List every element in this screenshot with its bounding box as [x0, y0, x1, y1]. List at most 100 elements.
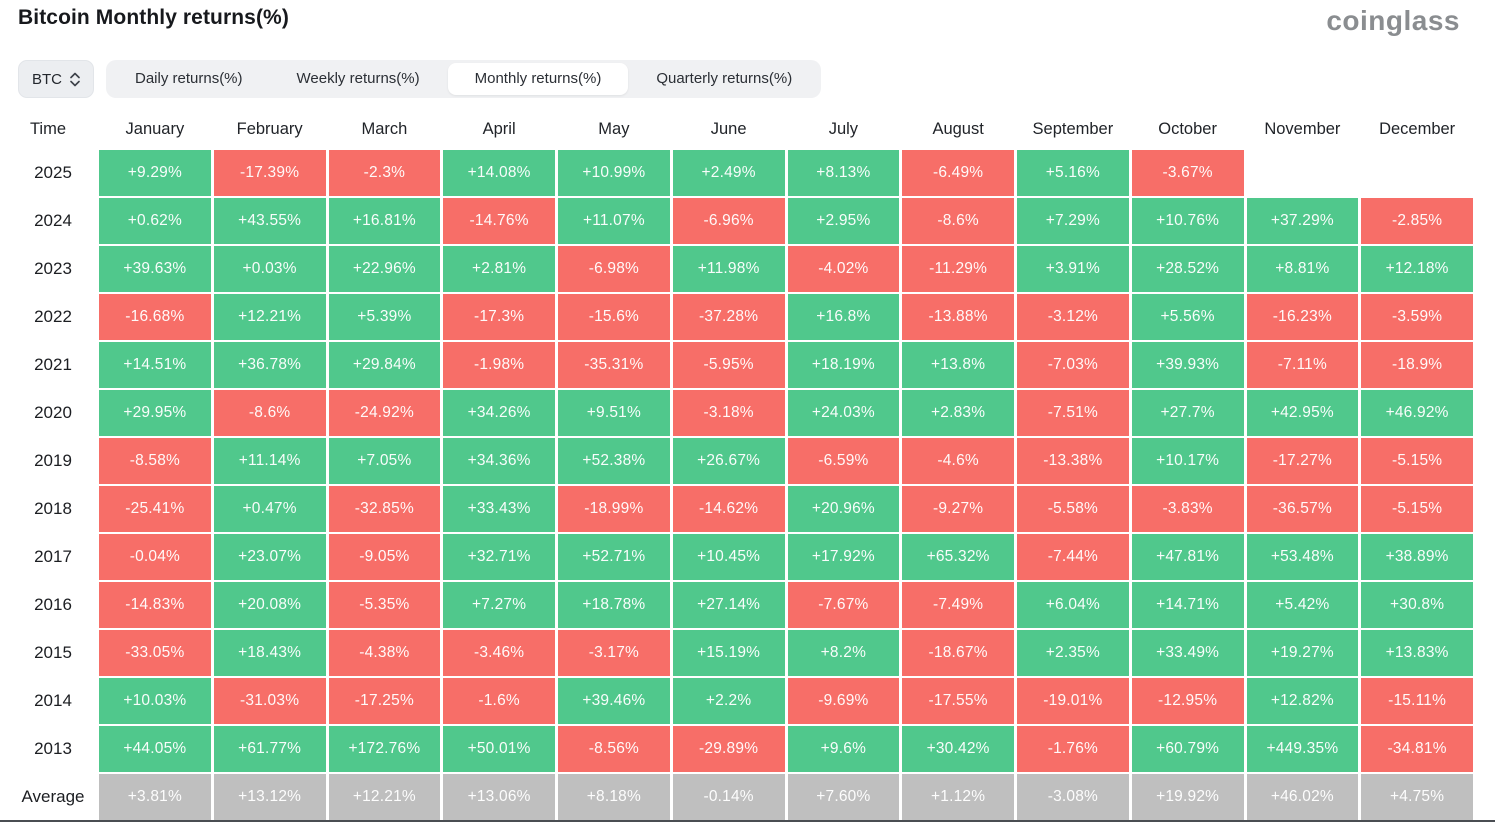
return-cell: +60.79% — [1131, 726, 1244, 772]
return-cell: +0.62% — [99, 198, 211, 244]
return-cell: +39.63% — [99, 246, 211, 292]
return-cell: -8.58% — [99, 438, 211, 484]
return-cell: -25.41% — [99, 486, 211, 532]
return-cell: +13.06% — [443, 774, 555, 820]
return-cell: +24.03% — [787, 390, 900, 436]
return-cell: +12.82% — [1246, 678, 1359, 724]
return-cell: +10.45% — [672, 534, 785, 580]
return-cell: -3.18% — [672, 390, 785, 436]
year-row-label: 2021 — [34, 355, 72, 374]
return-cell: -1.6% — [443, 678, 555, 724]
return-cell: -7.44% — [1017, 534, 1129, 580]
return-cell: -9.27% — [902, 486, 1014, 532]
return-cell: -37.28% — [672, 294, 785, 340]
return-cell: -3.12% — [1017, 294, 1129, 340]
return-cell: -17.27% — [1246, 438, 1359, 484]
empty-cell — [1247, 150, 1359, 196]
return-cell: +29.84% — [328, 342, 441, 388]
month-column-header: April — [482, 119, 516, 138]
return-cell: -0.04% — [99, 534, 211, 580]
return-cell: -5.15% — [1361, 438, 1473, 484]
year-row-label: 2017 — [34, 547, 72, 566]
return-cell: -3.46% — [443, 630, 555, 676]
month-column-header: August — [932, 119, 984, 138]
return-cell: +2.49% — [672, 150, 785, 196]
return-cell: +18.43% — [213, 630, 326, 676]
tab-daily-returns[interactable]: Daily returns(%) — [135, 70, 243, 87]
select-updown-icon — [70, 72, 80, 87]
return-cell: +14.71% — [1131, 582, 1244, 628]
return-cell: -4.38% — [328, 630, 441, 676]
return-cell: +61.77% — [213, 726, 326, 772]
return-cell: +2.35% — [1017, 630, 1129, 676]
average-row-label: Average — [21, 787, 85, 806]
return-cell: -8.6% — [902, 198, 1014, 244]
month-column-header: December — [1379, 119, 1456, 138]
year-row-label: 2024 — [34, 211, 72, 230]
return-cell: -17.25% — [328, 678, 441, 724]
return-cell: +23.07% — [213, 534, 326, 580]
return-cell: +46.02% — [1246, 774, 1359, 820]
month-column-header: July — [828, 119, 859, 138]
return-cell: +9.51% — [558, 390, 670, 436]
month-column-header: February — [236, 119, 303, 138]
return-cell: +28.52% — [1131, 246, 1244, 292]
year-row-label: 2015 — [34, 643, 72, 662]
return-cell: +52.38% — [558, 438, 670, 484]
return-cell: +1.12% — [902, 774, 1014, 820]
symbol-select[interactable]: BTC — [18, 60, 94, 98]
year-row-label: 2022 — [34, 307, 72, 326]
return-cell: +44.05% — [99, 726, 211, 772]
return-cell: -14.83% — [99, 582, 211, 628]
return-cell: +5.56% — [1131, 294, 1244, 340]
month-column-header: October — [1158, 119, 1217, 138]
return-cell: +6.04% — [1017, 582, 1129, 628]
year-row-label: 2018 — [34, 499, 72, 518]
return-cell: +39.93% — [1131, 342, 1244, 388]
year-row-label: 2014 — [34, 691, 72, 710]
return-cell: +0.47% — [213, 486, 326, 532]
return-cell: +30.42% — [902, 726, 1014, 772]
return-cell: -12.95% — [1131, 678, 1244, 724]
return-cell: +449.35% — [1246, 726, 1359, 772]
return-cell: -16.23% — [1246, 294, 1359, 340]
return-cell: -17.3% — [443, 294, 555, 340]
year-row-label: 2020 — [34, 403, 72, 422]
return-cell: +52.71% — [558, 534, 670, 580]
return-cell: +34.26% — [443, 390, 555, 436]
return-cell: +8.81% — [1246, 246, 1359, 292]
return-cell: +18.78% — [558, 582, 670, 628]
return-cell: -9.69% — [787, 678, 900, 724]
tab-quarterly-returns[interactable]: Quarterly returns(%) — [656, 70, 793, 87]
return-cell: -3.59% — [1361, 294, 1473, 340]
bottom-divider — [0, 820, 1495, 822]
year-row-label: 2019 — [34, 451, 72, 470]
return-cell: +12.21% — [213, 294, 326, 340]
return-cell: +32.71% — [443, 534, 555, 580]
return-cell: -19.01% — [1017, 678, 1129, 724]
return-cell: -7.11% — [1246, 342, 1359, 388]
tab-weekly-returns[interactable]: Weekly returns(%) — [296, 70, 420, 87]
return-cell: +10.17% — [1131, 438, 1244, 484]
return-cell: +34.36% — [443, 438, 555, 484]
return-cell: -18.9% — [1361, 342, 1473, 388]
return-cell: -5.35% — [328, 582, 441, 628]
year-row-label: 2016 — [34, 595, 72, 614]
tab-monthly-returns[interactable]: Monthly returns(%) — [447, 63, 629, 95]
return-cell: +8.18% — [558, 774, 670, 820]
return-cell: +5.39% — [328, 294, 441, 340]
returns-grid: Time January February March April May June July… — [0, 112, 1473, 820]
return-cell: -13.88% — [902, 294, 1014, 340]
year-row-label: 2023 — [34, 259, 72, 278]
return-cell: +27.7% — [1131, 390, 1244, 436]
return-cell: -29.89% — [672, 726, 785, 772]
return-cell: +14.51% — [99, 342, 211, 388]
return-cell: -1.76% — [1017, 726, 1129, 772]
return-cell: -14.62% — [672, 486, 785, 532]
return-cell: +13.83% — [1361, 630, 1473, 676]
month-column-header: June — [710, 119, 747, 138]
return-cell: +10.99% — [558, 150, 670, 196]
return-cell: -4.02% — [787, 246, 900, 292]
return-cell: -3.83% — [1131, 486, 1244, 532]
year-row-label: 2025 — [34, 163, 72, 182]
